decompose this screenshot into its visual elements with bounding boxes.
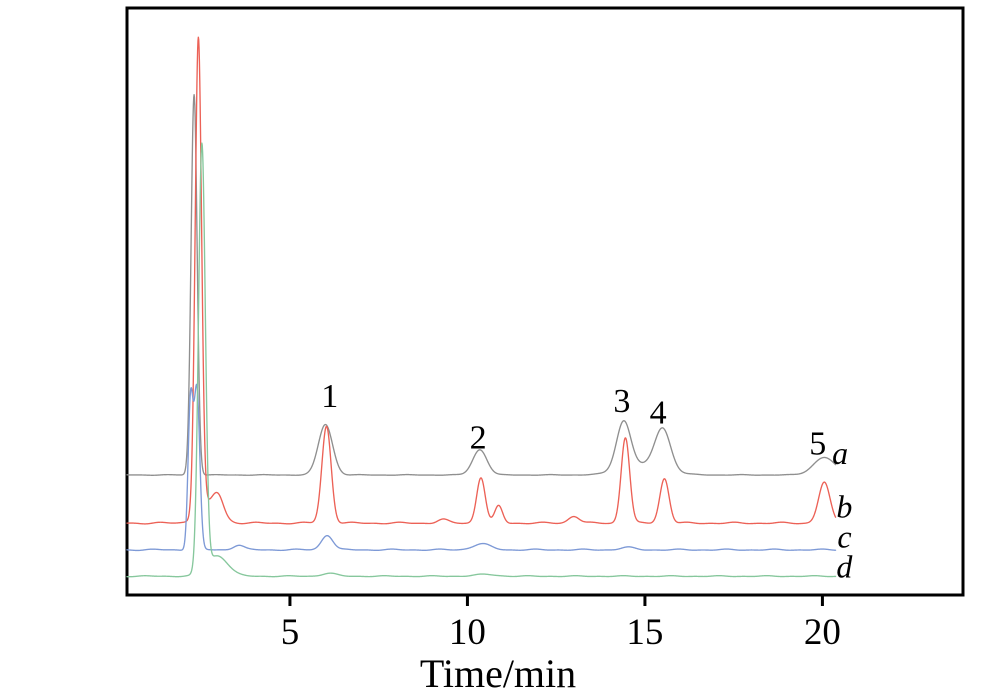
peak-label-1: 1: [321, 378, 338, 415]
trace-d: [126, 142, 837, 578]
peak-label-4: 4: [650, 395, 667, 432]
x-tick-label: 15: [626, 612, 663, 653]
trace-b: [126, 36, 837, 525]
series-label-a: a: [832, 435, 848, 471]
plot-frame: [125, 6, 965, 597]
series-label-d: d: [836, 548, 853, 584]
peak-label-5: 5: [809, 426, 826, 463]
x-tick-label: 10: [449, 612, 486, 653]
trace-a: [126, 94, 837, 476]
peak-label-2: 2: [470, 419, 487, 456]
series-label-b: b: [836, 489, 852, 525]
series-label-c: c: [837, 518, 851, 554]
x-tick-label: 5: [281, 612, 300, 653]
peak-label-3: 3: [613, 383, 630, 420]
x-tick-label: 20: [804, 612, 841, 653]
x-axis-label: Time/min: [419, 651, 577, 696]
trace-c: [126, 383, 837, 552]
